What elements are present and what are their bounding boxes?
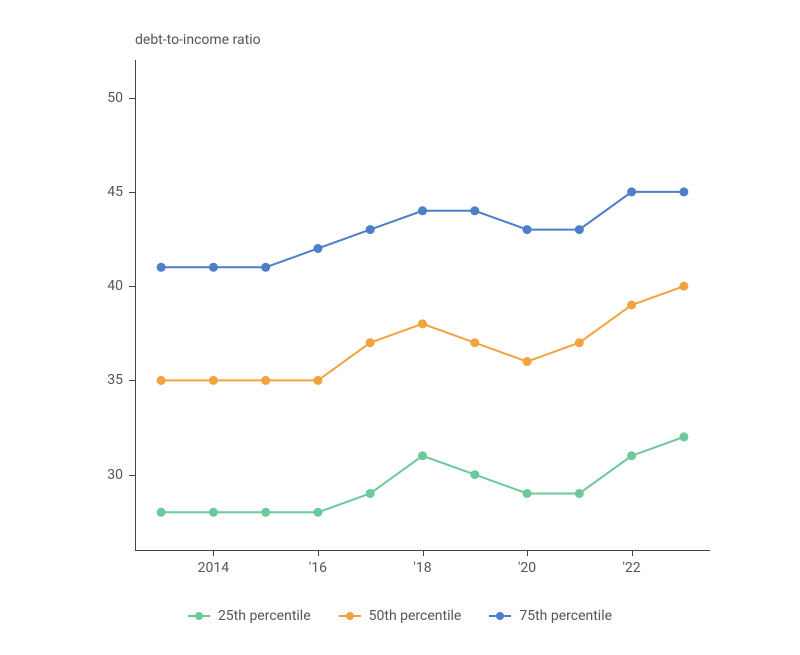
series-line: [161, 192, 684, 267]
data-point: [470, 470, 479, 479]
y-axis-line: [135, 60, 136, 550]
legend-label: 25th percentile: [218, 608, 311, 624]
y-tick-mark: [129, 380, 135, 381]
legend-label: 50th percentile: [369, 608, 462, 624]
data-point: [575, 225, 584, 234]
data-point: [523, 357, 532, 366]
x-tick-mark: [632, 550, 633, 556]
data-point: [157, 376, 166, 385]
data-point: [470, 338, 479, 347]
data-point: [261, 263, 270, 272]
chart-canvas: debt-to-income ratio 25th percentile 50th…: [0, 0, 800, 655]
data-point: [366, 489, 375, 498]
y-axis-title: debt-to-income ratio: [135, 32, 261, 48]
y-tick-mark: [129, 286, 135, 287]
data-point: [157, 508, 166, 517]
data-point: [261, 376, 270, 385]
x-tick-mark: [527, 550, 528, 556]
y-tick-label: 40: [107, 278, 123, 294]
legend-label: 75th percentile: [519, 608, 612, 624]
y-tick-label: 45: [107, 184, 123, 200]
x-tick-label: 2014: [198, 560, 229, 576]
data-point: [627, 187, 636, 196]
legend-swatch: [489, 615, 511, 617]
data-point: [209, 263, 218, 272]
y-tick-label: 50: [107, 90, 123, 106]
data-point: [627, 451, 636, 460]
data-point: [523, 489, 532, 498]
data-point: [157, 263, 166, 272]
data-point: [470, 206, 479, 215]
legend-swatch: [339, 615, 361, 617]
data-point: [209, 376, 218, 385]
data-point: [418, 206, 427, 215]
data-point: [679, 432, 688, 441]
data-point: [209, 508, 218, 517]
y-tick-mark: [129, 475, 135, 476]
series-line: [161, 286, 684, 380]
data-point: [418, 319, 427, 328]
legend-item: 50th percentile: [339, 608, 462, 624]
data-point: [523, 225, 532, 234]
y-tick-mark: [129, 98, 135, 99]
x-tick-label: '18: [413, 560, 431, 576]
x-tick-label: '16: [309, 560, 327, 576]
y-tick-label: 30: [107, 467, 123, 483]
data-point: [418, 451, 427, 460]
line-chart-svg: [135, 60, 710, 550]
data-point: [313, 244, 322, 253]
data-point: [575, 338, 584, 347]
y-tick-label: 35: [107, 372, 123, 388]
legend: 25th percentile 50th percentile 75th perce…: [0, 608, 800, 624]
legend-swatch: [188, 615, 210, 617]
legend-item: 25th percentile: [188, 608, 311, 624]
legend-item: 75th percentile: [489, 608, 612, 624]
data-point: [627, 301, 636, 310]
data-point: [313, 508, 322, 517]
x-tick-mark: [318, 550, 319, 556]
x-tick-label: '22: [622, 560, 640, 576]
data-point: [366, 338, 375, 347]
y-tick-mark: [129, 192, 135, 193]
data-point: [679, 282, 688, 291]
x-tick-mark: [213, 550, 214, 556]
data-point: [313, 376, 322, 385]
data-point: [261, 508, 270, 517]
x-tick-label: '20: [518, 560, 536, 576]
series-line: [161, 437, 684, 512]
data-point: [575, 489, 584, 498]
data-point: [679, 187, 688, 196]
x-tick-mark: [423, 550, 424, 556]
plot-area: [135, 60, 710, 550]
data-point: [366, 225, 375, 234]
